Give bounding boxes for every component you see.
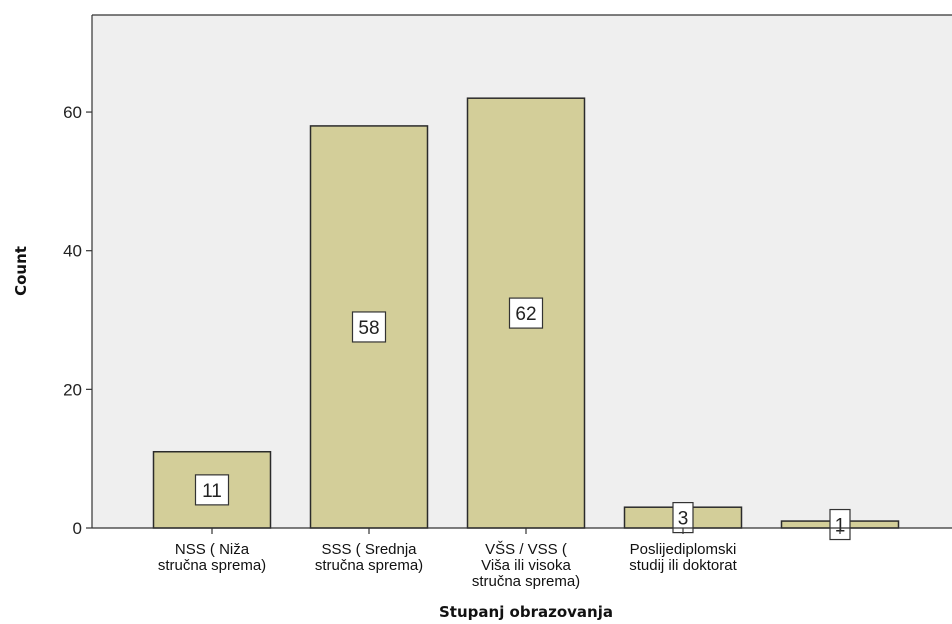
x-tick-label: SSS ( Srednja stručna sprema) [315, 541, 423, 574]
data-label: 58 [351, 311, 387, 343]
y-axis-title: Count [12, 246, 30, 296]
y-tick-label: 0 [73, 519, 82, 538]
x-tick-label: NSS ( Niža stručna sprema) [158, 541, 266, 574]
data-label-text: 11 [202, 481, 222, 502]
x-axis-ticks: NSS ( Niža stručna sprema) SSS ( Srednja st… [158, 528, 841, 590]
y-tick-label: 20 [63, 380, 82, 399]
data-labels: 11 58 62 3 1 [194, 297, 851, 541]
data-label-box [351, 311, 387, 343]
y-axis-ticks: 0 20 40 60 [63, 103, 92, 538]
data-label-box [194, 474, 230, 506]
data-label: 1 [829, 508, 851, 541]
data-label-box [508, 297, 544, 329]
data-label-box [829, 508, 851, 541]
x-tick-label: Poslijediplomski studij ili doktorat [629, 541, 737, 574]
y-tick-label: 60 [63, 103, 82, 122]
x-axis-title: Stupanj obrazovanja [439, 603, 613, 621]
data-label: 62 [508, 297, 544, 329]
data-label-text: 1 [835, 516, 846, 537]
y-tick-label: 40 [63, 242, 82, 261]
data-label-text: 3 [678, 509, 689, 530]
data-label: 3 [672, 502, 694, 534]
data-label: 11 [194, 474, 230, 506]
data-label-text: 58 [358, 318, 379, 339]
x-tick-label: VŠS / VSS (Viša ili visoka stručna sprema… [472, 541, 580, 590]
data-label-text: 62 [515, 304, 536, 325]
